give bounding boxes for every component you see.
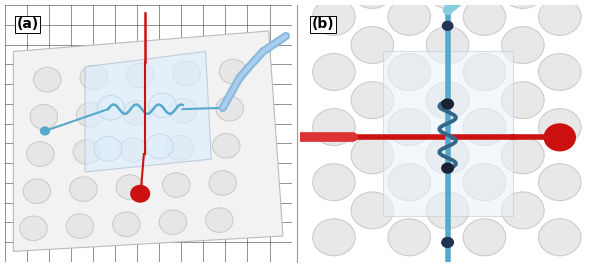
Circle shape bbox=[351, 82, 394, 119]
Circle shape bbox=[539, 109, 581, 146]
Circle shape bbox=[502, 0, 544, 9]
Circle shape bbox=[463, 109, 506, 146]
Circle shape bbox=[313, 109, 355, 146]
Circle shape bbox=[388, 219, 430, 256]
Circle shape bbox=[159, 210, 187, 234]
Circle shape bbox=[427, 137, 469, 174]
Circle shape bbox=[73, 140, 101, 164]
Circle shape bbox=[97, 96, 125, 120]
Circle shape bbox=[20, 216, 47, 241]
Circle shape bbox=[539, 219, 581, 256]
Circle shape bbox=[34, 67, 61, 92]
Circle shape bbox=[169, 98, 197, 123]
Circle shape bbox=[539, 0, 581, 35]
Circle shape bbox=[388, 164, 430, 201]
Circle shape bbox=[427, 82, 469, 119]
Circle shape bbox=[388, 0, 430, 35]
Polygon shape bbox=[13, 31, 283, 252]
Circle shape bbox=[30, 105, 58, 129]
Circle shape bbox=[163, 173, 190, 197]
Circle shape bbox=[388, 109, 430, 146]
Circle shape bbox=[173, 61, 200, 86]
Circle shape bbox=[216, 96, 244, 121]
Circle shape bbox=[441, 237, 454, 248]
Circle shape bbox=[80, 65, 107, 90]
Polygon shape bbox=[85, 52, 211, 172]
Circle shape bbox=[94, 137, 122, 161]
Circle shape bbox=[220, 59, 247, 84]
Circle shape bbox=[539, 53, 581, 91]
Circle shape bbox=[441, 162, 454, 174]
Bar bbox=[383, 52, 512, 215]
Circle shape bbox=[441, 98, 454, 110]
Circle shape bbox=[427, 27, 469, 64]
Circle shape bbox=[539, 164, 581, 201]
Circle shape bbox=[209, 171, 236, 195]
Circle shape bbox=[313, 53, 355, 91]
Circle shape bbox=[502, 82, 544, 119]
Circle shape bbox=[463, 219, 506, 256]
Circle shape bbox=[502, 192, 544, 229]
Circle shape bbox=[130, 185, 150, 203]
Text: (b): (b) bbox=[312, 17, 334, 32]
Circle shape bbox=[388, 53, 430, 91]
Circle shape bbox=[313, 0, 355, 35]
Circle shape bbox=[544, 123, 576, 151]
Circle shape bbox=[463, 0, 506, 35]
Circle shape bbox=[442, 21, 454, 31]
Circle shape bbox=[502, 27, 544, 64]
Circle shape bbox=[26, 142, 54, 166]
Circle shape bbox=[212, 134, 240, 158]
Circle shape bbox=[166, 136, 194, 160]
Circle shape bbox=[127, 63, 154, 88]
Circle shape bbox=[149, 93, 176, 117]
Circle shape bbox=[23, 179, 50, 203]
Circle shape bbox=[463, 164, 506, 201]
Circle shape bbox=[351, 27, 394, 64]
Circle shape bbox=[463, 53, 506, 91]
Circle shape bbox=[313, 164, 355, 201]
Circle shape bbox=[116, 175, 143, 199]
Circle shape bbox=[206, 208, 233, 233]
Circle shape bbox=[119, 138, 147, 162]
Circle shape bbox=[351, 0, 394, 9]
Circle shape bbox=[502, 137, 544, 174]
Circle shape bbox=[351, 192, 394, 229]
Circle shape bbox=[146, 134, 173, 159]
Circle shape bbox=[70, 177, 97, 201]
Text: (a): (a) bbox=[16, 17, 38, 32]
Circle shape bbox=[40, 126, 50, 136]
Circle shape bbox=[123, 100, 151, 125]
Circle shape bbox=[351, 137, 394, 174]
Circle shape bbox=[427, 192, 469, 229]
Circle shape bbox=[77, 103, 104, 127]
Circle shape bbox=[66, 214, 94, 239]
Circle shape bbox=[313, 219, 355, 256]
Circle shape bbox=[113, 212, 140, 237]
Circle shape bbox=[427, 0, 469, 9]
